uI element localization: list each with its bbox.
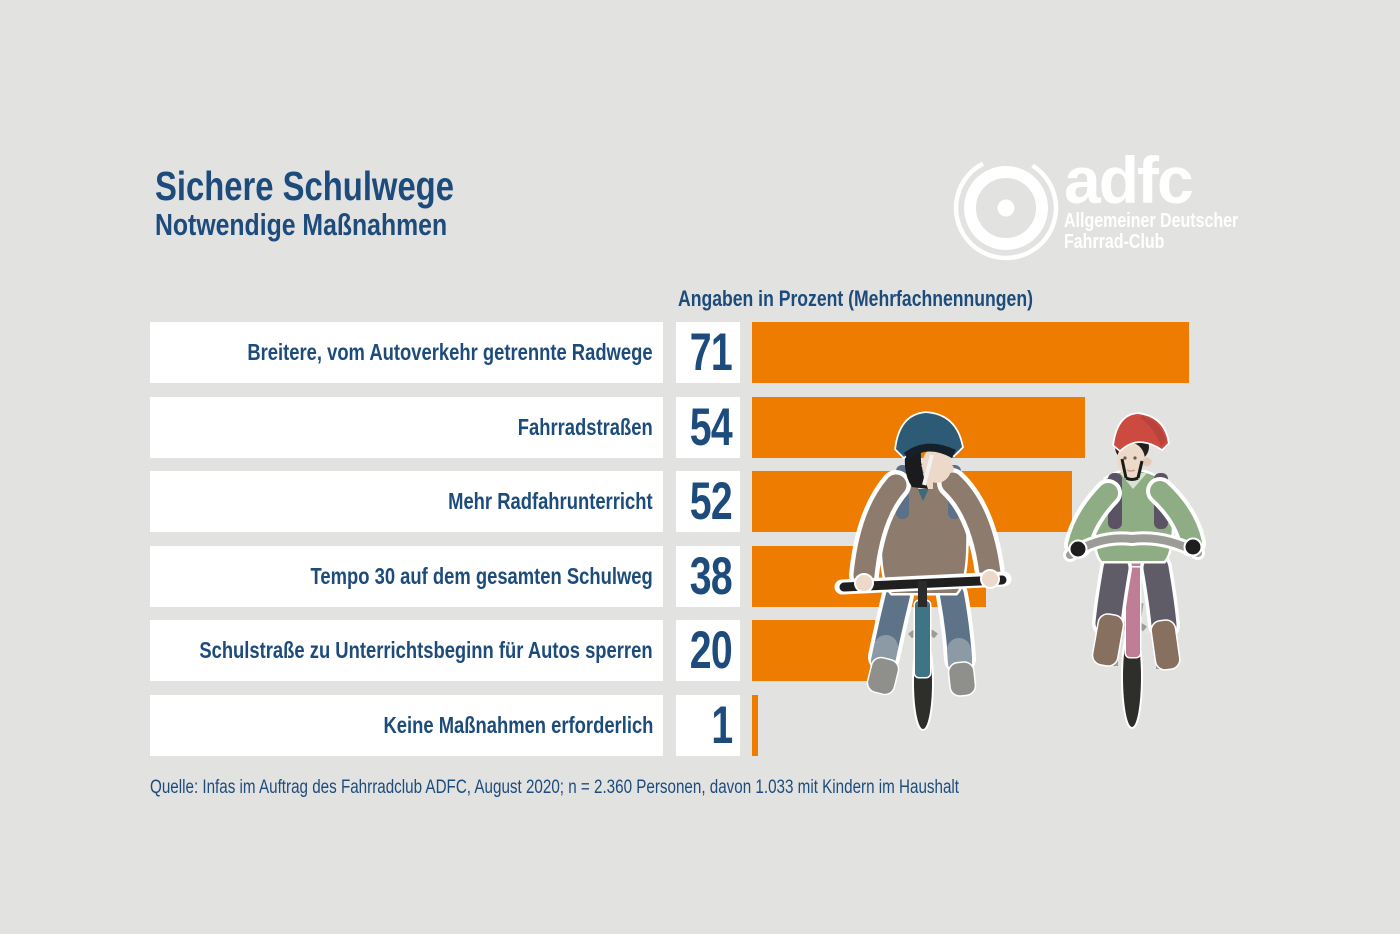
category-label: Fahrradstraßen [518,413,653,440]
source-note-text: Quelle: Infas im Auftrag des Fahrradclub… [150,777,960,798]
category-label-box: Mehr Radfahrunterricht [150,471,663,532]
page-subtitle-text: Notwendige Maßnahmen [155,207,448,242]
category-label-box: Tempo 30 auf dem gesamten Schulweg [150,545,663,607]
children-cyclists-illustration [834,411,1206,731]
value-label: 1 [710,695,733,755]
category-label: Breitere, vom Autoverkehr getrennte Radw… [247,339,653,365]
chart-row: Breitere, vom Autoverkehr getrennte Radw… [150,322,1189,383]
value-box: 20 [676,620,740,681]
value-label: 52 [689,472,733,531]
value-box: 71 [676,322,740,383]
logo-sub: Allgemeiner Deutscher Fahrrad-Club [1064,209,1282,253]
category-label-box: Keine Maßnahmen erforderlich [150,694,663,756]
category-label-box: Schulstraße zu Unterrichtsbeginn für Aut… [150,620,663,681]
bar [752,322,1189,383]
chart-row: Keine Maßnahmen erforderlich 1 [150,694,1189,756]
value-box: 1 [676,694,740,756]
logo-text: adfc Allgemeiner Deutscher Fahrrad-Club [1064,143,1282,253]
value-label: 38 [689,546,733,606]
logo-line2: Fahrrad-Club [1064,230,1165,253]
value-box: 54 [676,396,740,458]
value-label: 71 [689,323,733,382]
source-note: Quelle: Infas im Auftrag des Fahrradclub… [150,777,1161,799]
chart-row: Schulstraße zu Unterrichtsbeginn für Aut… [150,620,1189,681]
adfc-logo: adfc Allgemeiner Deutscher Fahrrad-Club [950,143,1282,272]
chart-unit-label: Angaben in Prozent (Mehrfachnennungen) [678,286,1122,312]
category-label: Tempo 30 auf dem gesamten Schulweg [310,562,653,589]
bar [752,694,758,756]
bar-chart: Breitere, vom Autoverkehr getrennte Radw… [150,322,1189,769]
category-label: Keine Maßnahmen erforderlich [383,711,653,738]
page-title: Sichere Schulwege [155,166,529,207]
bar [752,620,875,681]
bicycle-wheel-icon [953,155,1059,261]
chart-row: Fahrradstraßen 54 [150,396,1189,458]
category-label-box: Fahrradstraßen [150,396,663,458]
category-label: Schulstraße zu Unterrichtsbeginn für Aut… [199,637,653,663]
chart-unit-label-text: Angaben in Prozent (Mehrfachnennungen) [678,286,1033,311]
category-label: Mehr Radfahrunterricht [448,488,653,514]
value-label: 20 [689,621,733,680]
page-title-text: Sichere Schulwege [155,163,454,209]
value-label: 54 [689,397,733,457]
right-cyclist [1063,412,1206,729]
logo-line1: Allgemeiner Deutscher [1064,209,1239,232]
category-label-box: Breitere, vom Autoverkehr getrennte Radw… [150,322,663,383]
value-box: 52 [676,471,740,532]
value-box: 38 [676,545,740,607]
left-cyclist [834,411,1012,731]
page-subtitle: Notwendige Maßnahmen [155,209,520,240]
logo-brand: adfc [1064,143,1194,217]
